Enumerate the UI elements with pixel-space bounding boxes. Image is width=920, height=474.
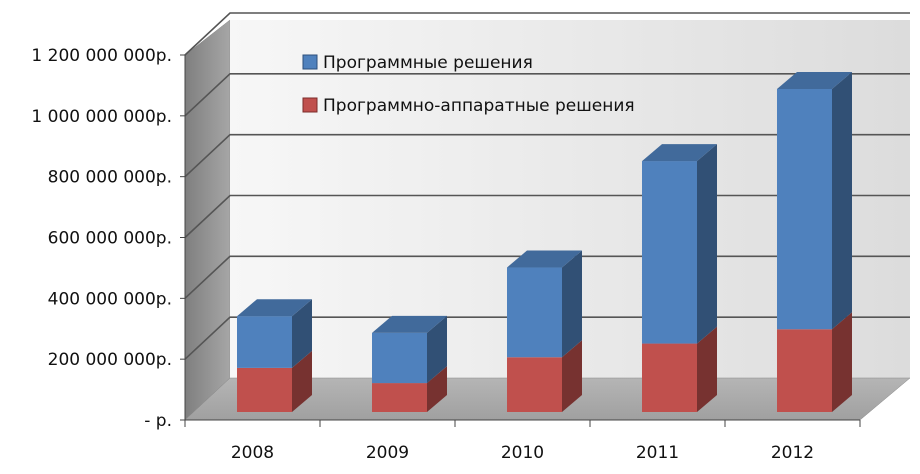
y-tick-label: - р. <box>144 411 172 431</box>
bar-segment <box>642 326 717 412</box>
bar-front <box>507 267 562 358</box>
legend-label-software: Программные решения <box>323 53 533 73</box>
bar-segment <box>237 350 312 412</box>
bar-front <box>237 316 292 368</box>
bar-front <box>372 332 427 384</box>
bar-front <box>507 357 562 412</box>
bar-side <box>562 250 582 358</box>
bar-top <box>642 144 717 162</box>
bar-top <box>507 250 582 268</box>
legend: Программные решения Программно-аппаратны… <box>302 53 635 116</box>
bar-side <box>697 144 717 344</box>
bars <box>237 71 852 412</box>
chart-back-wall <box>230 20 910 378</box>
y-tick-label: 200 000 000р. <box>48 350 172 370</box>
bar-segment <box>507 340 582 412</box>
bar-side <box>832 312 852 412</box>
gridline <box>184 73 910 117</box>
bar-segment <box>642 144 717 344</box>
bar-side <box>292 350 312 412</box>
bar-segment <box>372 366 447 412</box>
bar-side <box>292 299 312 368</box>
x-tick-label: 2010 <box>501 443 544 463</box>
x-tick-label: 2012 <box>771 443 814 463</box>
bar-top <box>777 71 852 89</box>
bar-segment <box>372 315 447 384</box>
x-tick-label: 2008 <box>231 443 274 463</box>
bar-front <box>372 383 427 412</box>
bar-front <box>777 329 832 412</box>
legend-swatch-software <box>302 54 318 70</box>
y-tick-label: 600 000 000р. <box>48 229 172 249</box>
bar-side <box>697 326 717 412</box>
bar-side <box>427 315 447 384</box>
bar-side <box>562 340 582 412</box>
gridline <box>184 133 910 178</box>
bar-front <box>237 367 292 412</box>
bar-segment <box>507 250 582 358</box>
bar-segment <box>777 312 852 412</box>
y-axis-ticks: - р. 200 000 000р. 400 000 000р. 600 000 00… <box>31 46 185 431</box>
bar-front <box>642 343 697 412</box>
gridline <box>184 12 910 56</box>
bar-side <box>427 366 447 412</box>
y-tick-label: 800 000 000р. <box>48 168 172 188</box>
bar-front <box>777 88 832 330</box>
x-tick-label: 2011 <box>636 443 679 463</box>
bar-side <box>832 71 852 330</box>
y-tick-label: 400 000 000р. <box>48 289 172 309</box>
bar-segment <box>777 71 852 330</box>
x-axis-ticks: 2008 2009 2010 2011 2012 <box>184 420 861 463</box>
y-tick-label: 1 000 000 000р. <box>31 107 172 127</box>
y-tick-label: 1 200 000 000р. <box>31 46 172 66</box>
bar-segment <box>237 299 312 368</box>
legend-swatch-hardware-software <box>302 97 318 113</box>
bar-top <box>237 299 312 317</box>
bar-front <box>642 161 697 344</box>
bar-top <box>372 315 447 333</box>
legend-label-hardware-software: Программно-аппаратные решения <box>323 96 635 116</box>
x-tick-label: 2009 <box>366 443 409 463</box>
